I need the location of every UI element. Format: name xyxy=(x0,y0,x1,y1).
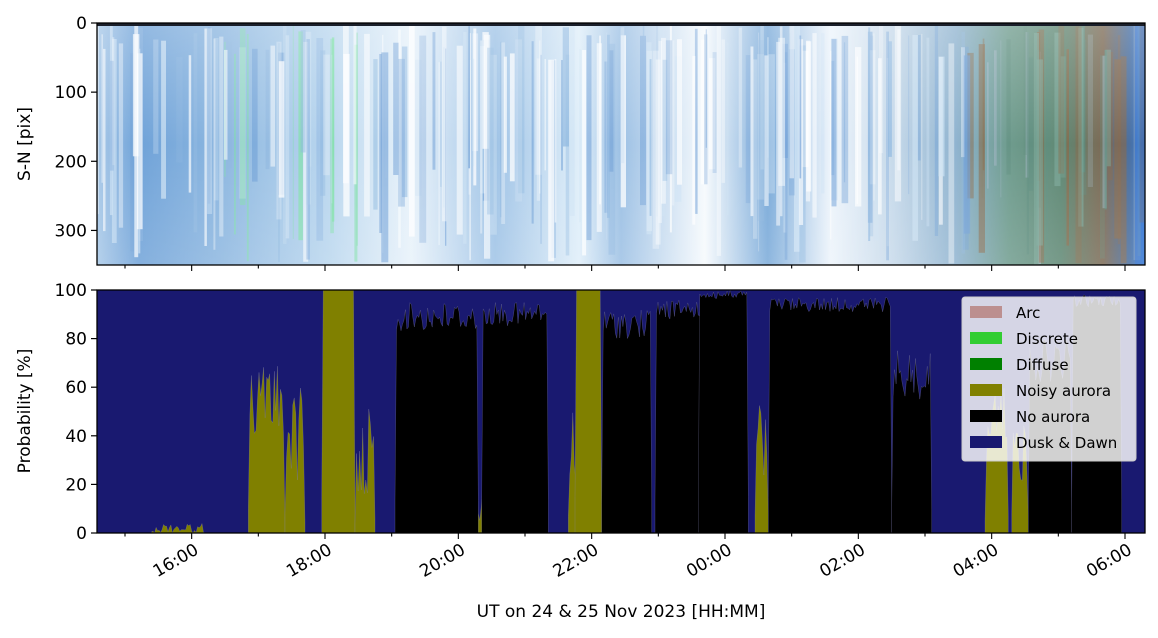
probability-y-tick-label: 20 xyxy=(65,475,87,495)
legend-swatch xyxy=(970,384,1002,396)
series-area-noisy-aurora xyxy=(248,366,286,533)
legend-swatch xyxy=(970,358,1002,370)
series-area-no-aurora xyxy=(481,302,549,533)
probability-y-tick-label: 60 xyxy=(65,378,87,398)
probability-y-tick-label: 100 xyxy=(55,281,87,301)
legend-label: Diffuse xyxy=(1016,356,1069,374)
x-tick-label: 04:00 xyxy=(950,540,1002,582)
probability-y-tick-label: 0 xyxy=(76,524,87,544)
x-tick-label: 20:00 xyxy=(416,540,468,582)
series-area-noisy-aurora xyxy=(321,290,356,533)
x-tick-label: 00:00 xyxy=(683,540,735,582)
legend: Arc Discrete Diffuse Noisy aurora No aurora D… xyxy=(961,296,1137,462)
probability-y-tick-label: 80 xyxy=(65,330,87,350)
probability-panel: 0 20 40 60 80 100 16:00 18:00 20:00 22:00 00:00 02… xyxy=(15,281,1146,622)
series-area-no-aurora xyxy=(891,350,932,533)
series-area-noisy-aurora xyxy=(354,409,376,533)
keogram-x-ticks xyxy=(124,265,1126,271)
legend-box xyxy=(961,296,1137,462)
keogram-y-axis-label: S-N [pix] xyxy=(15,107,35,181)
legend-label: No aurora xyxy=(1016,408,1090,426)
probability-y-tick-label: 40 xyxy=(65,427,87,447)
legend-swatch xyxy=(970,306,1002,318)
keogram-y-tick-label: 200 xyxy=(55,152,87,172)
x-tick-label: 06:00 xyxy=(1083,540,1135,582)
series-area-noisy-aurora xyxy=(284,387,306,533)
legend-label: Arc xyxy=(1016,304,1040,322)
x-tick-label: 16:00 xyxy=(150,540,202,582)
probability-x-ticks: 16:00 18:00 20:00 22:00 00:00 02:00 04:00 06:00 xyxy=(124,533,1136,582)
legend-swatch xyxy=(970,436,1002,448)
keogram-y-tick-label: 100 xyxy=(55,83,87,103)
series-area-noisy-aurora xyxy=(574,290,602,533)
series-area-no-aurora xyxy=(394,302,479,533)
probability-series xyxy=(151,290,1122,533)
keogram-panel: 0 100 200 300 S-N [pix] xyxy=(15,14,1146,271)
legend-swatch xyxy=(970,332,1002,344)
keogram-frame xyxy=(96,22,1146,266)
legend-label: Discrete xyxy=(1016,330,1078,348)
probability-frame xyxy=(96,289,1146,534)
x-axis-label: UT on 24 & 25 Nov 2023 [HH:MM] xyxy=(477,602,766,622)
keogram-y-tick-label: 0 xyxy=(76,14,87,34)
legend-label: Dusk & Dawn xyxy=(1016,434,1117,452)
series-area-no-aurora xyxy=(768,297,892,533)
series-area-no-aurora xyxy=(601,310,652,533)
series-area-no-aurora xyxy=(698,290,749,533)
probability-y-ticks: 0 20 40 60 80 100 xyxy=(55,281,97,544)
keogram-y-tick-label: 300 xyxy=(55,221,87,241)
legend-swatch xyxy=(970,410,1002,422)
probability-y-axis-label: Probability [%] xyxy=(15,349,35,474)
x-tick-label: 02:00 xyxy=(816,540,868,582)
series-area-noisy-aurora xyxy=(151,522,206,533)
x-tick-label: 22:00 xyxy=(550,540,602,582)
legend-label: Noisy aurora xyxy=(1016,382,1111,400)
x-tick-label: 18:00 xyxy=(283,540,335,582)
keogram-y-ticks: 0 100 200 300 xyxy=(55,14,97,241)
